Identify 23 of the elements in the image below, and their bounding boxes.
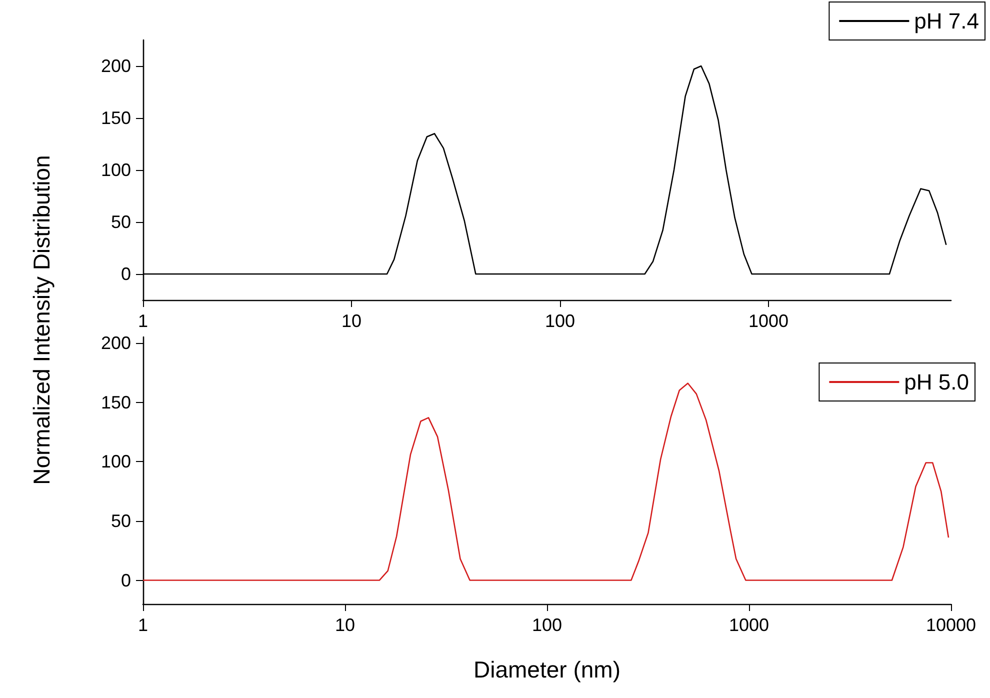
x-tick-label: 1000 bbox=[728, 615, 770, 635]
x-tick-label: 100 bbox=[545, 311, 576, 331]
y-tick-label: 100 bbox=[100, 160, 131, 180]
y-tick-label: 200 bbox=[100, 332, 131, 353]
y-tick-label: 50 bbox=[110, 212, 131, 232]
y-tick-label: 150 bbox=[100, 392, 131, 412]
y-tick-label: 150 bbox=[100, 108, 131, 128]
legend-label: pH 7.4 bbox=[914, 8, 980, 34]
x-tick-label: 1 bbox=[138, 311, 148, 331]
y-tick-label: 200 bbox=[100, 56, 131, 76]
x-tick-label: 10000 bbox=[926, 615, 976, 635]
y-tick-label: 100 bbox=[100, 452, 131, 472]
x-tick-label: 1 bbox=[138, 615, 148, 635]
y-tick-label: 50 bbox=[110, 510, 131, 531]
x-tick-label: 10 bbox=[334, 615, 356, 635]
y-tick-label: 0 bbox=[120, 570, 131, 590]
y-tick-label: 0 bbox=[120, 264, 131, 284]
y-axis-title: Normalized Intensity Distribution bbox=[28, 155, 56, 485]
x-axis-title: Diameter (nm) bbox=[474, 656, 620, 682]
x-tick-label: 100 bbox=[532, 615, 562, 635]
x-tick-label: 1000 bbox=[748, 311, 789, 331]
x-tick-label: 10 bbox=[341, 311, 362, 331]
legend-label: pH 5.0 bbox=[904, 370, 970, 394]
